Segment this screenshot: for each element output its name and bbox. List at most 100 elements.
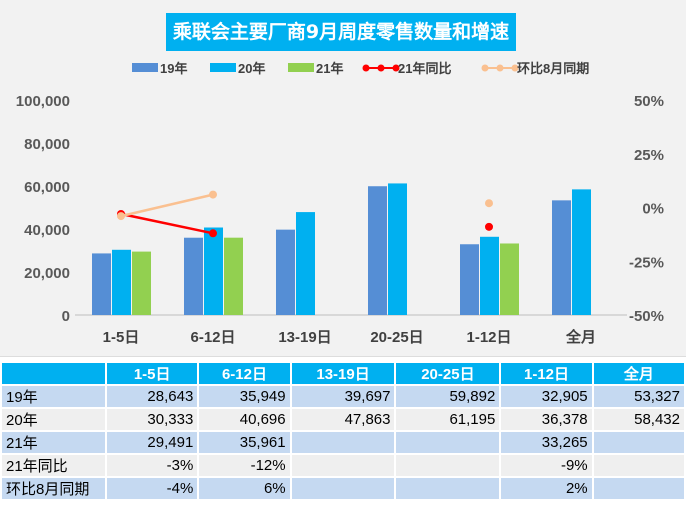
legend-marker-环比8月同期	[511, 64, 519, 72]
point-环比8月同期-1-12日	[485, 199, 493, 208]
bar-21年-1-12日	[500, 243, 519, 315]
table-header-cell: 全月	[593, 363, 684, 384]
table-cell	[593, 432, 684, 453]
table-cell	[291, 478, 395, 499]
bar-19年-13-19日	[276, 229, 295, 315]
legend-marker-环比8月同期	[496, 64, 504, 72]
table-cell: -3%	[107, 455, 198, 476]
table-cell: 32,905	[501, 386, 592, 407]
table-cell: -9%	[501, 455, 592, 476]
bar-20年-13-19日	[296, 212, 315, 315]
y-tick-label: 40,000	[24, 222, 70, 239]
point-环比8月同期-6-12日	[209, 190, 217, 199]
data-table: 1-5日 6-12日 13-19日 20-25日 1-12日 全月 19年 28,643 35,…	[0, 361, 686, 501]
bar-20年-6-12日	[204, 227, 223, 315]
table-cell: 61,195	[396, 409, 500, 430]
y-tick-label: 60,000	[24, 179, 70, 196]
row-label: 21年同比	[2, 455, 105, 476]
line-segment-环比8月同期	[120, 193, 214, 218]
legend-marker-21年同比	[392, 64, 400, 72]
y-tick-label: 20,000	[24, 265, 70, 282]
table-cell: 30,333	[107, 409, 198, 430]
table-cell: 36,378	[501, 409, 592, 430]
chart-svg: 100,000 80,000 60,000 40,000 20,000 0 50% 25% 0%…	[16, 61, 664, 346]
table-row: 21年 29,491 35,961 33,265	[2, 432, 684, 453]
y2-tick-label: 50%	[634, 93, 664, 110]
table-header-cell: 1-5日	[107, 363, 198, 384]
bar-21年-1-5日	[132, 251, 151, 315]
legend-label-21年: 21年	[316, 61, 343, 76]
table-header-row: 1-5日 6-12日 13-19日 20-25日 1-12日 全月	[2, 363, 684, 384]
table-header-cell	[2, 363, 105, 384]
table-cell: 58,432	[593, 409, 684, 430]
table-row: 21年同比 -3% -12% -9%	[2, 455, 684, 476]
table-cell	[396, 455, 500, 476]
bar-20年-全月	[572, 189, 591, 315]
table-header-cell: 1-12日	[501, 363, 592, 384]
table-header-cell: 20-25日	[396, 363, 500, 384]
bar-20年-1-12日	[480, 236, 499, 315]
legend-marker-21年同比	[362, 64, 370, 72]
table-header-cell: 13-19日	[291, 363, 395, 384]
y-tick-label: 100,000	[16, 93, 70, 110]
table-cell: 39,697	[291, 386, 395, 407]
bar-21年-6-12日	[224, 237, 243, 315]
table-cell: 35,961	[199, 432, 290, 453]
x-tick-label: 1-5日	[103, 329, 140, 346]
point-环比8月同期-1-5日	[117, 212, 125, 221]
chart-title: 乘联会主要厂商9月周度零售数量和增速	[166, 13, 516, 51]
legend-label-21年同比: 21年同比	[398, 61, 451, 76]
legend-label-20年: 20年	[238, 61, 265, 76]
y2-tick-label: -25%	[629, 254, 664, 271]
x-tick-label: 6-12日	[190, 329, 235, 346]
legend-swatch-21年	[288, 63, 314, 72]
x-tick-label: 1-12日	[466, 329, 511, 346]
bar-19年-20-25日	[368, 186, 387, 315]
table-row: 19年 28,643 35,949 39,697 59,892 32,905 53,327	[2, 386, 684, 407]
table-cell	[396, 478, 500, 499]
row-label: 环比8月同期	[2, 478, 105, 499]
table-header-cell: 6-12日	[199, 363, 290, 384]
table-cell: 29,491	[107, 432, 198, 453]
y2-tick-label: -50%	[629, 308, 664, 325]
row-label: 20年	[2, 409, 105, 430]
row-label: 21年	[2, 432, 105, 453]
table-cell: 2%	[501, 478, 592, 499]
x-tick-label: 13-19日	[278, 329, 331, 346]
row-label: 19年	[2, 386, 105, 407]
table-cell	[291, 455, 395, 476]
legend-marker-环比8月同期	[481, 64, 489, 72]
legend-swatch-20年	[210, 63, 236, 72]
y-tick-label: 0	[62, 308, 70, 325]
y2-tick-label: 0%	[642, 201, 664, 218]
point-21年同比-1-12日	[485, 222, 493, 231]
chart-area: 100,000 80,000 60,000 40,000 20,000 0 50% 25% 0%…	[0, 0, 686, 357]
table-cell: 59,892	[396, 386, 500, 407]
table-cell: 35,949	[199, 386, 290, 407]
legend-label-19年: 19年	[160, 61, 187, 76]
table-cell: 53,327	[593, 386, 684, 407]
table-cell: 47,863	[291, 409, 395, 430]
table-cell: 28,643	[107, 386, 198, 407]
table-cell: -4%	[107, 478, 198, 499]
line-segment-21年同比	[120, 212, 214, 235]
bar-19年-6-12日	[184, 237, 203, 315]
bar-20年-20-25日	[388, 183, 407, 315]
bar-20年-1-5日	[112, 249, 131, 315]
table-cell	[291, 432, 395, 453]
x-tick-label: 20-25日	[370, 329, 423, 346]
y-tick-label: 80,000	[24, 136, 70, 153]
table-cell: 33,265	[501, 432, 592, 453]
table-cell: 6%	[199, 478, 290, 499]
bar-19年-1-5日	[92, 253, 111, 315]
table-cell: 40,696	[199, 409, 290, 430]
table-cell: -12%	[199, 455, 290, 476]
table-cell	[593, 455, 684, 476]
bar-19年-全月	[552, 200, 571, 315]
legend-label-环比8月同期: 环比8月同期	[517, 61, 589, 76]
table-row: 环比8月同期 -4% 6% 2%	[2, 478, 684, 499]
table-cell	[396, 432, 500, 453]
legend-marker-21年同比	[377, 64, 385, 72]
y2-tick-label: 25%	[634, 147, 664, 164]
table-row: 20年 30,333 40,696 47,863 61,195 36,378 58,432	[2, 409, 684, 430]
